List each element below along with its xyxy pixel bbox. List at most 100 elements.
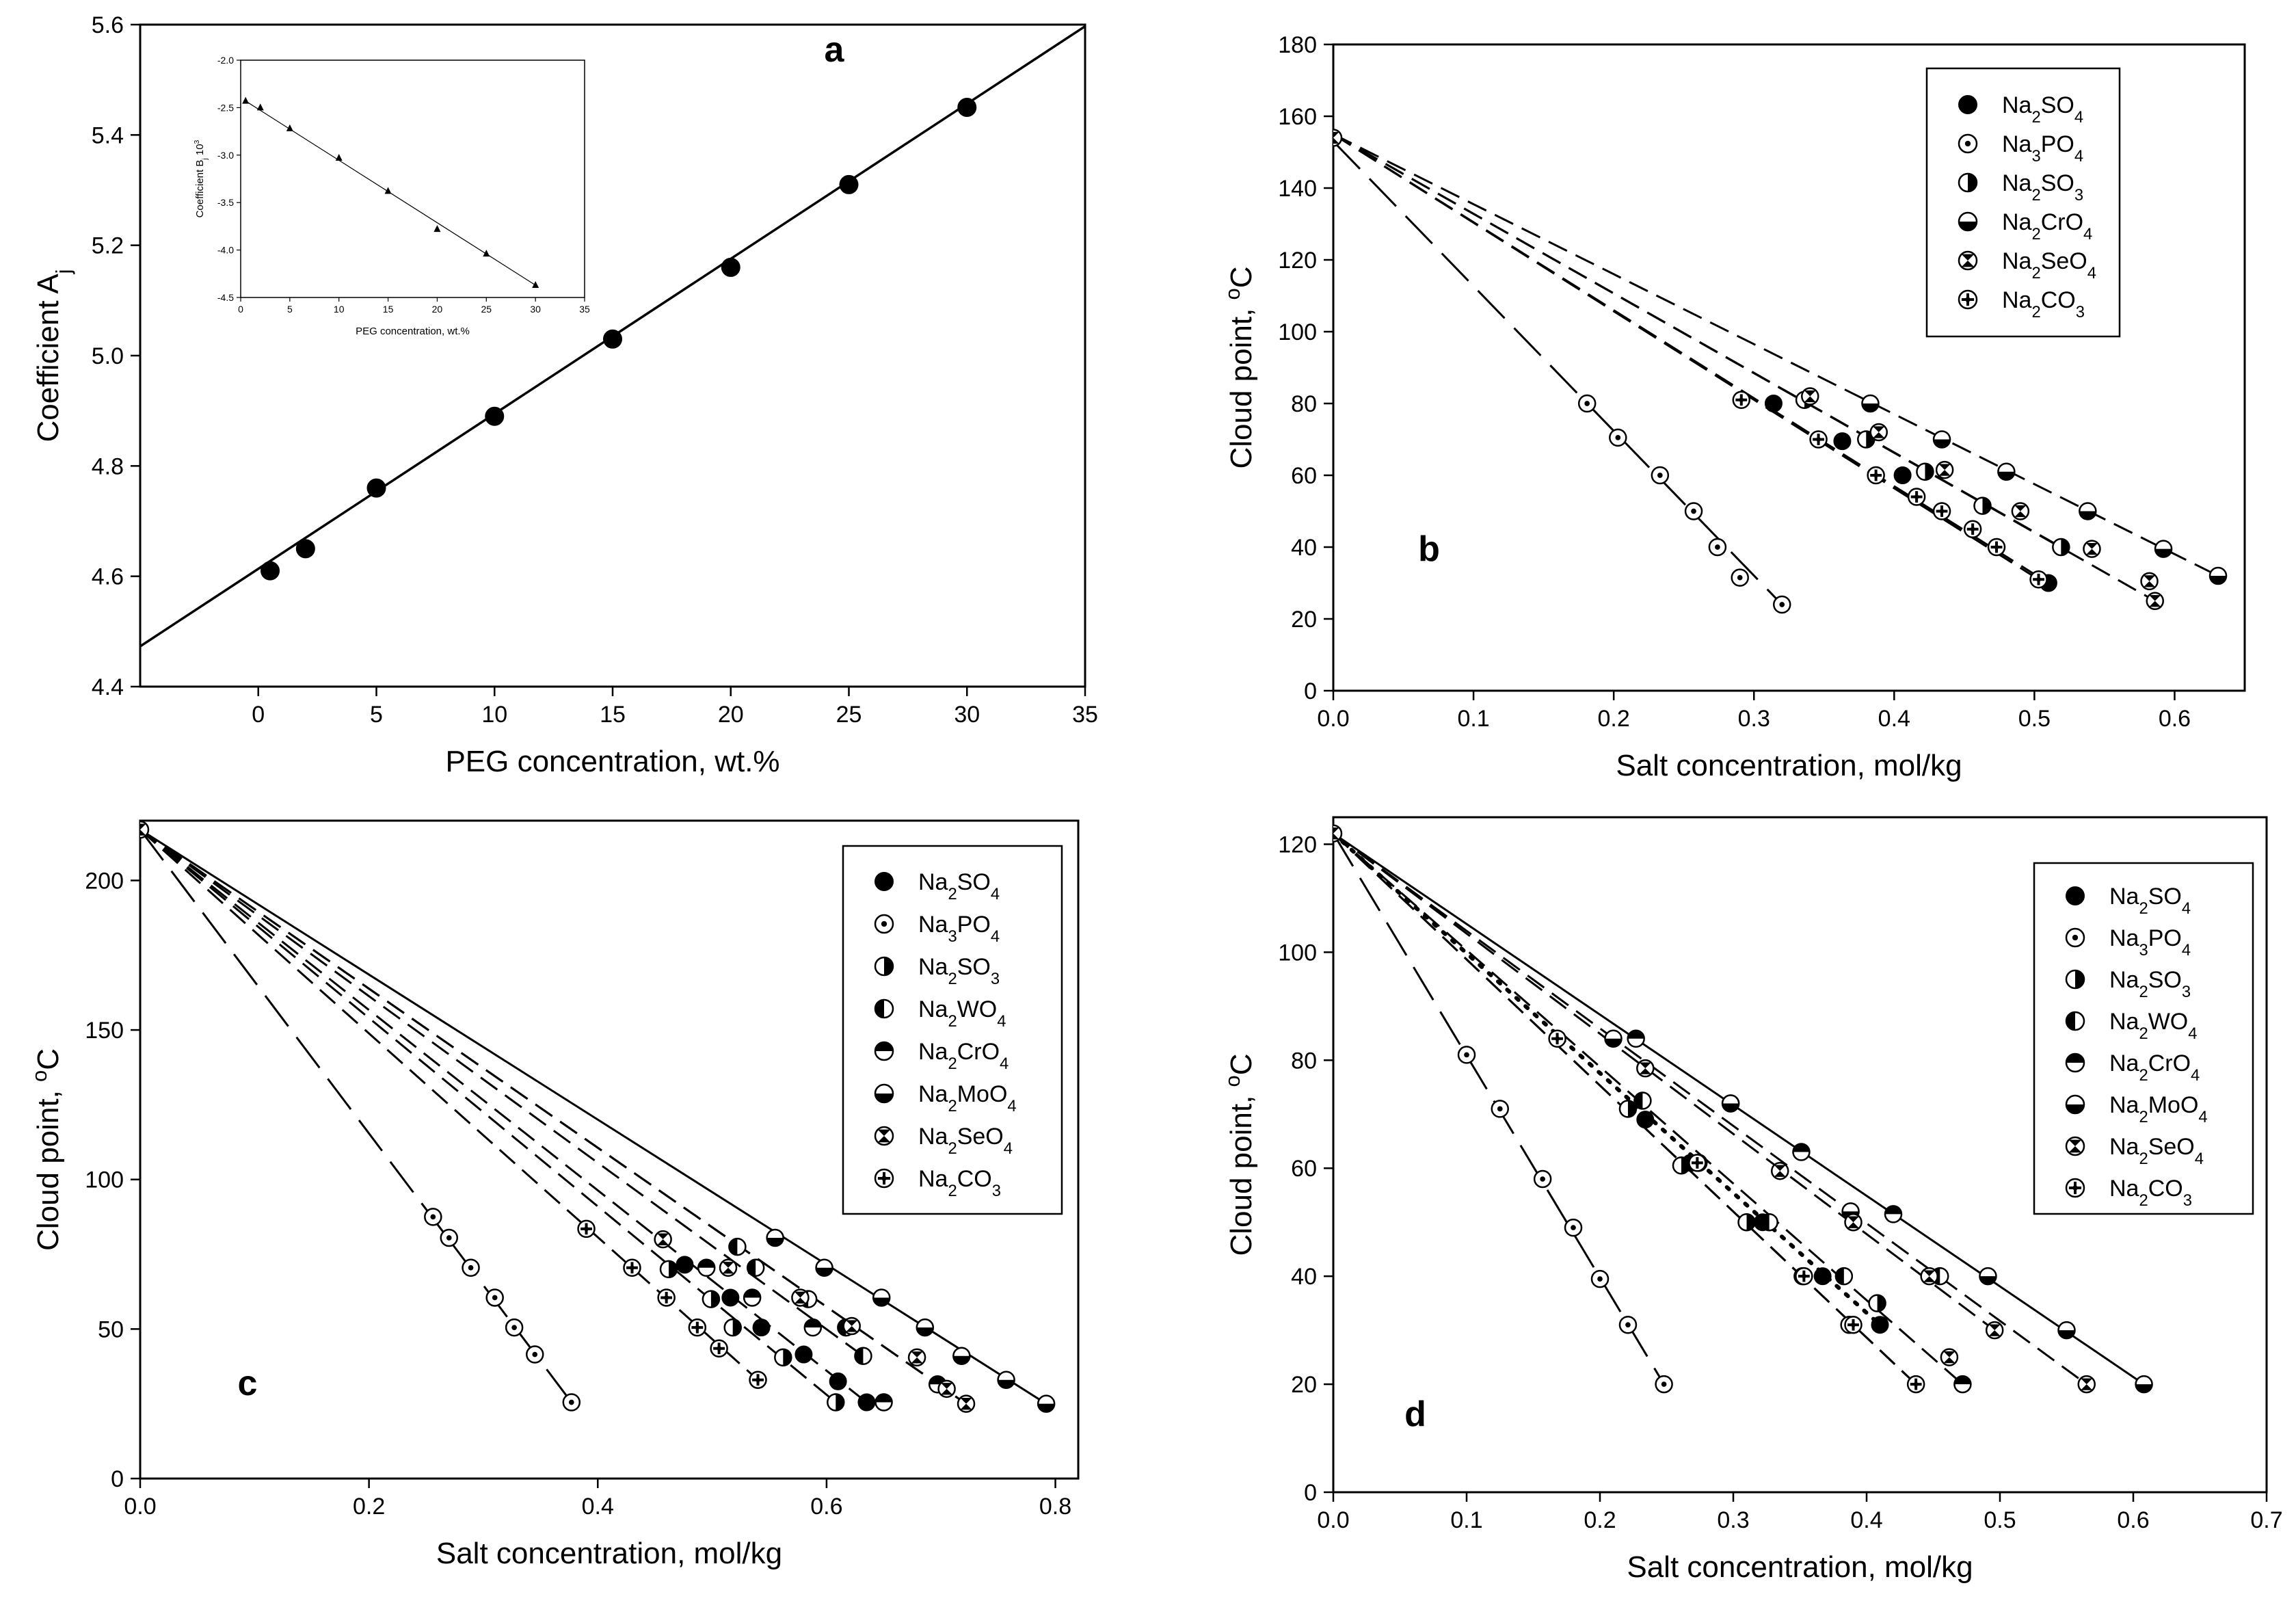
y-axis-label: Coefficient Aj bbox=[31, 269, 75, 442]
data-point-Na2CO3-dot bbox=[717, 1346, 721, 1351]
data-point-Na3PO4 bbox=[485, 1288, 504, 1307]
data-point-Na2SO4-shape bbox=[1871, 1316, 1889, 1334]
data-point-Na2SeO4 bbox=[842, 1316, 861, 1336]
data-point-Na2SO4-shape bbox=[1636, 1111, 1655, 1129]
data-point-Na2CO3 bbox=[1907, 488, 1926, 506]
data-point-Na3PO4-dot bbox=[430, 1214, 436, 1220]
data-point-Na2SO4-shape bbox=[676, 1256, 694, 1274]
inset-frame bbox=[240, 59, 585, 298]
data-point-Na2SO3 bbox=[1868, 1294, 1886, 1312]
y-axis-label: Cloud point, oC bbox=[1220, 267, 1259, 469]
legend-marker-Na2CO3-dot bbox=[1965, 297, 1971, 302]
data-point-Na2SO3-fill bbox=[836, 1394, 844, 1411]
legend-label-Na2CO3: Na2CO3 bbox=[2109, 1176, 2192, 1210]
data-point-Na2CO3 bbox=[749, 1370, 767, 1389]
legend-label-Na2SO4: Na2SO4 bbox=[2002, 92, 2083, 127]
data-point-Na2MoO4 bbox=[815, 1258, 833, 1277]
data-point-A_j-shape bbox=[721, 257, 740, 277]
series-line-Na2CrO4 bbox=[1333, 832, 2087, 1386]
data-point-Na2CrO4-fill bbox=[2155, 548, 2172, 557]
inset-y-tick-label: -4.5 bbox=[217, 292, 234, 303]
legend-marker-Na2CrO4 bbox=[1958, 211, 1978, 232]
legend-label-Na2SeO4: Na2SeO4 bbox=[918, 1124, 1013, 1158]
data-point-Na2CO3-dot bbox=[1994, 544, 1999, 550]
legend-box bbox=[1925, 67, 2121, 338]
data-point-Na2MoO4 bbox=[872, 1288, 891, 1307]
x-tick-label: 0.5 bbox=[1984, 1507, 2016, 1533]
inset-y-tick-label: -2.0 bbox=[217, 55, 234, 66]
data-point-Na2CrO4-fill bbox=[2079, 511, 2096, 520]
data-point-Na2CO3 bbox=[1963, 520, 1982, 538]
data-point-Na2SO3-fill bbox=[1925, 463, 1934, 480]
series-line-Na2MoO4 bbox=[1333, 832, 2145, 1386]
data-point-Na2WO4-fill bbox=[1761, 1214, 1770, 1231]
data-point-Na2WO4-fill bbox=[855, 1347, 864, 1364]
data-point-A_j bbox=[603, 329, 622, 349]
data-point-Na3PO4-dot bbox=[1661, 1381, 1667, 1387]
data-point-Na2SO4-shape bbox=[752, 1319, 771, 1337]
data-point-Na3PO4-dot bbox=[1540, 1176, 1545, 1182]
y-tick-label: 20 bbox=[1291, 607, 1317, 633]
legend-marker-Na2WO4-fill bbox=[875, 1000, 884, 1018]
data-point-Na3PO4-dot bbox=[1691, 508, 1696, 514]
data-point-Na3PO4 bbox=[1533, 1169, 1552, 1189]
inset-x-tick-label: 0 bbox=[238, 304, 243, 315]
data-point-Na2SO3 bbox=[659, 1260, 678, 1279]
data-point-Na2CO3 bbox=[1548, 1029, 1566, 1048]
legend-marker-Na2SO3-fill bbox=[884, 957, 893, 975]
data-point-Na2SeO4-fill bbox=[1873, 426, 1885, 438]
plot-frame bbox=[139, 819, 1080, 1480]
data-point-Na2SO3-fill bbox=[1877, 1295, 1886, 1312]
data-point-Na2SO4 bbox=[721, 1288, 740, 1307]
data-point-Na2CrO4 bbox=[2154, 540, 2173, 558]
data-point-Na2CrO4 bbox=[2079, 502, 2097, 520]
legend: Na2SO4 Na3PO4 Na2SO3 Na2WO4 Na2CrO4 Na2MoO4 Na… bbox=[2033, 862, 2254, 1215]
data-point-Na2SeO4-fill bbox=[2149, 595, 2161, 607]
data-point-A_j bbox=[366, 478, 386, 498]
data-point-Na2WO4-fill bbox=[729, 1239, 738, 1256]
x-tick-label: 0.8 bbox=[1039, 1494, 1071, 1520]
data-point-Na2SeO4-fill bbox=[1639, 1062, 1651, 1074]
legend-marker-Na3PO4-dot bbox=[881, 920, 887, 927]
data-point-Na2CO3-dot bbox=[1970, 527, 1975, 532]
data-point-Na2SO3 bbox=[1973, 496, 1992, 515]
y-tick-label: 4.6 bbox=[92, 564, 124, 590]
data-point-A_j-shape bbox=[485, 406, 505, 426]
data-point-Na3PO4-dot bbox=[568, 1399, 574, 1405]
data-point-Na2SO3 bbox=[1737, 1213, 1756, 1232]
data-point-Na2CO3 bbox=[1932, 502, 1951, 520]
data-point-Na2SO4 bbox=[1764, 395, 1783, 412]
panel-d: 0.0 0.1 0.2 0.3 0.4 0.5 0.6 0.7 0 20 40 60 80 100 120 S… bbox=[1220, 816, 2283, 1584]
legend-label-Na2CO3: Na2CO3 bbox=[918, 1166, 1001, 1200]
x-tick-label: 0.0 bbox=[1317, 706, 1349, 732]
y-tick-label: 0 bbox=[111, 1466, 124, 1492]
data-point-Na2SO4-shape bbox=[857, 1393, 876, 1412]
data-point-Na2SO3-fill bbox=[1982, 497, 1991, 514]
plot-area bbox=[140, 25, 1085, 648]
data-point-Na3PO4 bbox=[1618, 1315, 1638, 1334]
data-point-Na2CO3 bbox=[623, 1258, 641, 1277]
series-line-Na2SO4 bbox=[140, 828, 868, 1403]
inset-y-label: Coefficient Bj 103 bbox=[193, 140, 209, 217]
data-point-Na2SeO4-fill bbox=[1774, 1165, 1786, 1177]
data-point-A_j bbox=[721, 257, 740, 277]
y-tick-label: 60 bbox=[1291, 1156, 1317, 1182]
data-point-Na2CrO4 bbox=[1953, 1375, 1972, 1394]
data-point-Na2SO3-fill bbox=[2061, 539, 2070, 555]
data-point-Na2MoO4 bbox=[1979, 1267, 1997, 1286]
legend-marker-Na2SO3 bbox=[1958, 172, 1978, 193]
series-line-Na3PO4 bbox=[140, 829, 572, 1403]
legend-marker-Na2SO4-shape bbox=[2066, 886, 2085, 905]
data-point-Na3PO4-dot bbox=[1497, 1106, 1503, 1112]
data-point-Na2CO3 bbox=[1732, 390, 1751, 409]
data-point-Na2SO3 bbox=[774, 1348, 792, 1367]
data-point-Na2SO3-fill bbox=[669, 1260, 678, 1277]
x-tick-label: 0.6 bbox=[810, 1494, 842, 1520]
data-point-Na2SO4-shape bbox=[1833, 432, 1852, 451]
data-point-Na3PO4-dot bbox=[511, 1325, 517, 1331]
data-point-Na2CO3 bbox=[710, 1339, 728, 1358]
y-tick-label: 120 bbox=[1278, 832, 1317, 858]
data-point-A_j bbox=[485, 406, 505, 426]
data-point-Na2CrO4 bbox=[875, 1393, 893, 1412]
inset-y-tick-label: -3.0 bbox=[217, 150, 234, 161]
